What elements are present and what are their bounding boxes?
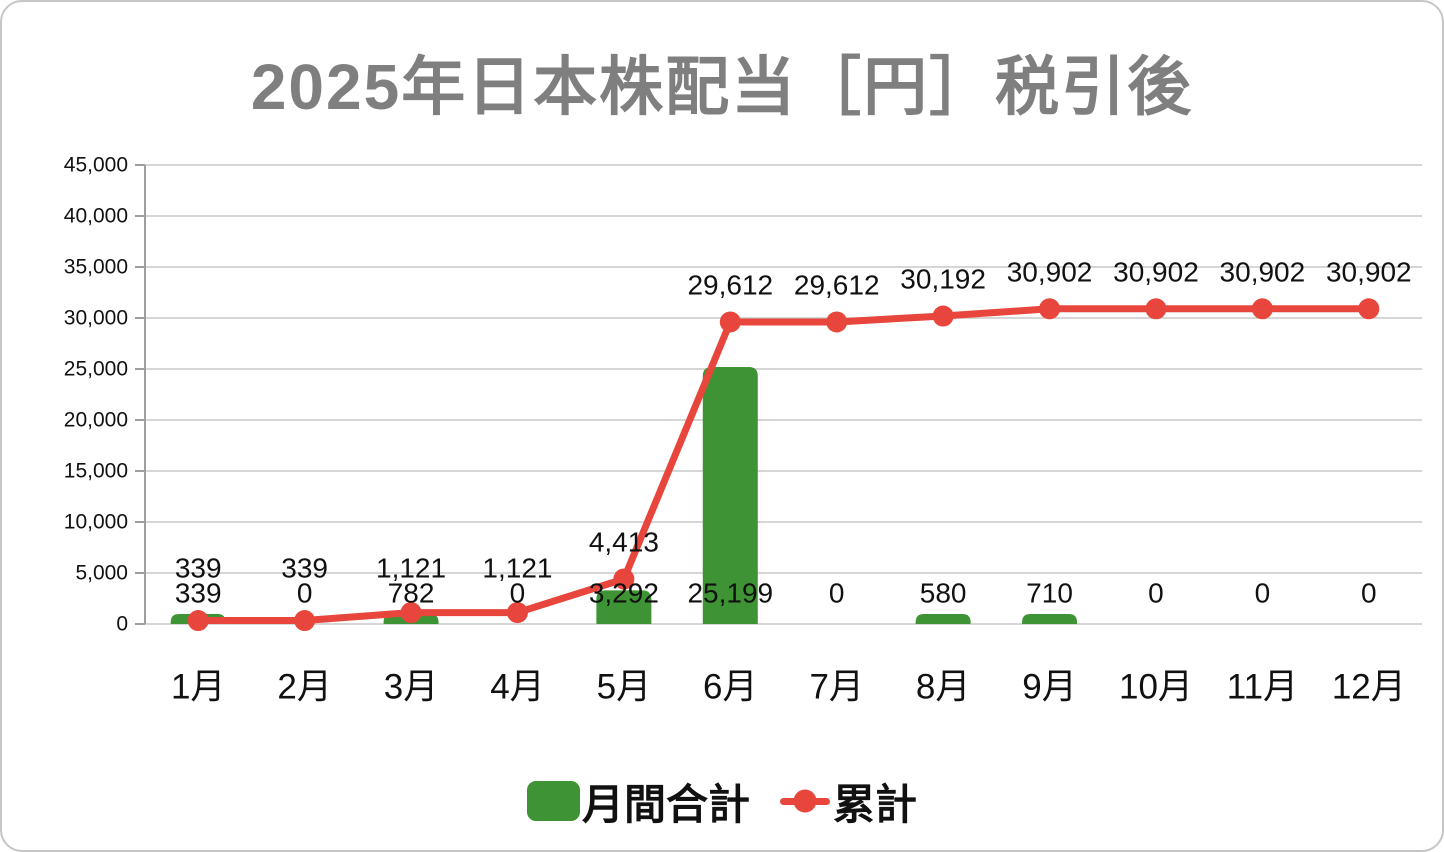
legend-bar-label: 月間合計	[581, 780, 750, 828]
line-point-10月	[1145, 298, 1167, 320]
legend-item-monthly-total: 月間合計	[526, 771, 750, 832]
y-tick-label: 5,000	[75, 562, 128, 585]
bar-value-label: 0	[1255, 578, 1271, 609]
x-tick-label: 8月	[916, 668, 970, 707]
line-value-label: 30,902	[1220, 256, 1306, 287]
line-value-label: 30,192	[900, 264, 986, 295]
line-value-labels: 339 339 1,121 1,121 4,413 29,612 29,612 30,192 3…	[175, 256, 1412, 583]
bar-value-label: 710	[1026, 578, 1073, 609]
y-tick-label: 15,000	[64, 460, 128, 483]
line-point-8月	[932, 305, 954, 327]
line-point-7月	[826, 311, 848, 333]
bar-5月	[596, 590, 652, 624]
bar-value-labels: 339 0 782 0 3,292 25,199 0 580 710 0 0 0	[175, 578, 1377, 609]
bar-value-label: 3,292	[589, 578, 659, 609]
y-tick-label: 35,000	[64, 256, 128, 279]
chart-legend: 月間合計 累計	[2, 772, 1442, 830]
bar-value-label: 580	[920, 578, 967, 609]
line-point-6月	[719, 311, 741, 333]
y-tick-label: 30,000	[64, 307, 128, 330]
bar-value-label: 25,199	[687, 578, 773, 609]
x-tick-label: 6月	[703, 668, 757, 707]
y-tick-label: 45,000	[64, 154, 128, 177]
legend-line-label: 累計	[833, 780, 918, 828]
bar-value-label: 782	[388, 578, 435, 609]
y-axis-labels: 0 5,000 10,000 15,000 20,000 25,000 30,000 35,0…	[64, 154, 128, 636]
x-tick-label: 7月	[809, 668, 863, 707]
x-tick-label: 1月	[171, 668, 225, 707]
gridlines	[145, 164, 1422, 625]
line-point-12月	[1358, 298, 1380, 320]
y-axis-ticks	[135, 164, 145, 625]
y-tick-label: 10,000	[64, 511, 128, 534]
x-tick-label: 4月	[490, 668, 544, 707]
chart-title: 2025年日本株配当［円］税引後	[250, 51, 1194, 123]
line-value-label: 1,121	[376, 553, 446, 584]
line-point-2月	[294, 610, 316, 632]
line-value-label: 29,612	[794, 269, 880, 300]
line-value-label: 339	[281, 553, 328, 584]
y-tick-label: 0	[116, 613, 128, 636]
line-value-label: 30,902	[1007, 256, 1093, 287]
y-tick-label: 20,000	[64, 409, 128, 432]
bar-value-label: 0	[510, 578, 526, 609]
x-tick-label: 5月	[597, 668, 651, 707]
line-point-9月	[1039, 298, 1061, 320]
line-value-label: 30,902	[1113, 256, 1199, 287]
bar-8月	[915, 614, 971, 624]
line-point-11月	[1251, 298, 1273, 320]
x-tick-label: 12月	[1332, 668, 1406, 707]
y-tick-label: 40,000	[64, 205, 128, 228]
y-tick-label: 25,000	[64, 358, 128, 381]
legend-line-swatch-icon	[780, 789, 830, 813]
line-value-label: 29,612	[687, 269, 773, 300]
line-value-label: 339	[175, 553, 222, 584]
line-point-4月	[506, 602, 528, 624]
cumulative-markers	[187, 298, 1380, 632]
legend-line-dot-icon	[793, 789, 817, 813]
bar-6月	[702, 366, 758, 624]
x-tick-label: 10月	[1119, 668, 1193, 707]
line-point-3月	[400, 602, 422, 624]
bar-value-label: 0	[297, 578, 313, 609]
bar-9月	[1022, 614, 1078, 624]
line-point-5月	[613, 568, 635, 590]
x-tick-label: 11月	[1227, 668, 1298, 707]
x-tick-label: 2月	[277, 668, 331, 707]
legend-item-cumulative: 累計	[780, 771, 917, 832]
cumulative-line-path	[194, 305, 1373, 625]
line-point-1月	[187, 610, 209, 632]
cumulative-line	[194, 305, 1373, 625]
bar-value-label: 0	[829, 578, 845, 609]
x-tick-label: 9月	[1022, 668, 1076, 707]
bar-value-label: 0	[1148, 578, 1164, 609]
line-value-label: 4,413	[589, 526, 659, 557]
line-value-label: 1,121	[482, 553, 552, 584]
legend-bar-swatch-icon	[526, 781, 580, 821]
bar-value-label: 339	[175, 578, 222, 609]
x-axis-labels: 1月 2月 3月 4月 5月 6月 7月 8月 9月 10月 11月 12月	[171, 668, 1406, 707]
bar-value-label: 0	[1361, 578, 1377, 609]
x-tick-label: 3月	[384, 668, 438, 707]
line-value-label: 30,902	[1326, 256, 1412, 287]
